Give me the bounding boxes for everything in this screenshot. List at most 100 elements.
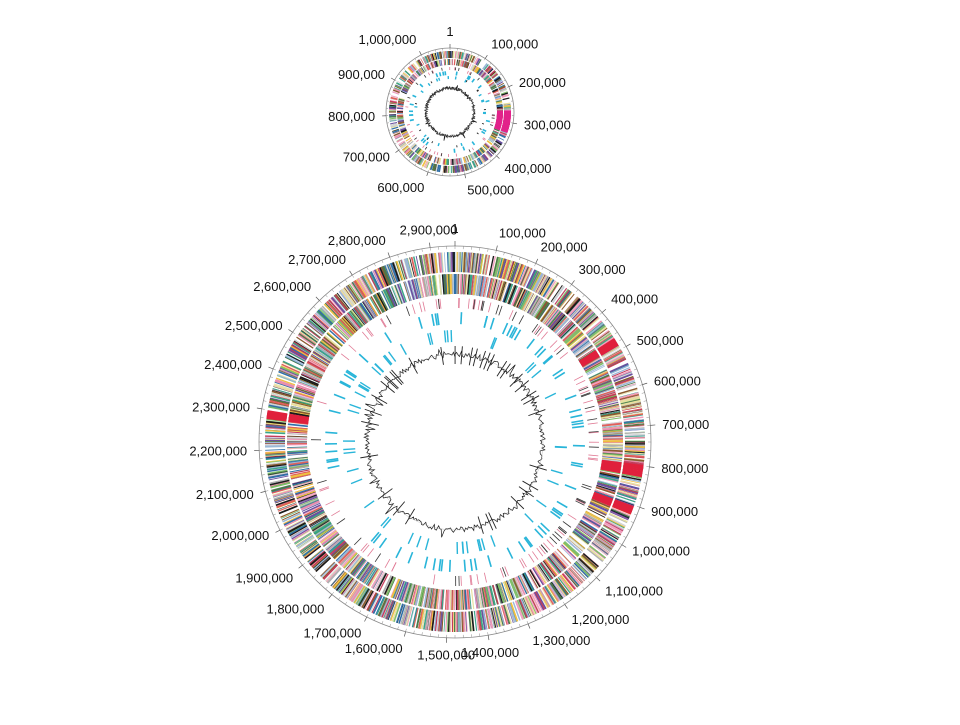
feature-mark xyxy=(351,479,362,483)
feature-mark xyxy=(408,552,412,563)
scale-minor-tick xyxy=(414,631,415,634)
scale-minor-tick xyxy=(563,602,565,604)
scale-minor-tick xyxy=(284,346,287,347)
feature-mark xyxy=(419,317,422,329)
scale-major-tick xyxy=(602,309,606,312)
scale-minor-tick xyxy=(374,263,375,266)
scale-minor-tick xyxy=(414,250,415,253)
feature-mark xyxy=(444,159,445,165)
position-label: 500,000 xyxy=(467,183,514,198)
feature-mark xyxy=(490,318,494,329)
feature-mark xyxy=(529,554,534,562)
position-label: 500,000 xyxy=(637,333,684,348)
feature-mark xyxy=(544,356,553,364)
scale-minor-tick xyxy=(600,313,602,315)
scale-minor-tick xyxy=(367,267,368,270)
scale-minor-tick xyxy=(308,570,310,572)
feature-mark xyxy=(419,130,421,131)
feature-mark xyxy=(438,143,439,146)
feature-mark xyxy=(398,104,404,105)
feature-mark xyxy=(479,94,482,95)
scale-minor-tick xyxy=(496,250,497,253)
feature-mark xyxy=(572,423,584,425)
feature-mark xyxy=(325,451,337,452)
scale-major-tick xyxy=(528,624,530,629)
feature-mark xyxy=(419,302,421,312)
scale-minor-tick xyxy=(496,631,497,634)
position-label: 800,000 xyxy=(328,109,375,124)
feature-mark xyxy=(587,419,597,421)
feature-mark xyxy=(468,299,469,309)
position-label: 1,600,000 xyxy=(345,641,403,656)
scale-minor-tick xyxy=(527,621,528,624)
feature-mark xyxy=(317,480,327,483)
scale-minor-tick xyxy=(421,55,422,57)
feature-mark xyxy=(574,376,583,381)
scale-minor-tick xyxy=(406,629,407,632)
feature-mark xyxy=(477,78,479,80)
feature-mark xyxy=(445,330,446,342)
feature-mark xyxy=(383,356,391,365)
scale-minor-tick xyxy=(504,143,506,144)
scale-minor-tick xyxy=(332,592,334,594)
feature-mark xyxy=(436,299,437,309)
feature-mark xyxy=(463,542,464,554)
feature-mark xyxy=(465,80,466,83)
scale-minor-tick xyxy=(399,74,401,75)
feature-mark xyxy=(625,432,645,433)
feature-mark xyxy=(480,128,482,129)
feature-mark xyxy=(484,316,487,328)
scale-minor-tick xyxy=(391,137,393,138)
feature-mark xyxy=(407,124,410,125)
scale-minor-tick xyxy=(288,543,291,545)
feature-mark xyxy=(571,465,583,467)
scale-minor-tick xyxy=(338,597,340,599)
feature-mark xyxy=(392,562,396,571)
feature-mark xyxy=(439,275,441,295)
scale-minor-tick xyxy=(507,137,509,138)
feature-mark xyxy=(432,141,433,143)
scale-minor-tick xyxy=(556,275,558,278)
scale-minor-tick xyxy=(406,252,407,255)
feature-mark xyxy=(329,410,341,413)
feature-mark xyxy=(325,432,337,433)
feature-mark xyxy=(454,159,455,165)
feature-mark xyxy=(563,521,571,527)
feature-mark xyxy=(467,71,468,74)
scale-major-tick xyxy=(509,85,513,87)
position-label: 900,000 xyxy=(651,504,698,519)
feature-mark xyxy=(530,465,547,470)
feature-mark xyxy=(428,73,429,76)
scale-minor-tick xyxy=(619,543,622,545)
feature-mark xyxy=(433,558,435,570)
feature-mark xyxy=(408,533,413,544)
feature-mark xyxy=(490,125,493,126)
scale-major-tick xyxy=(536,259,538,264)
scale-minor-tick xyxy=(594,576,596,578)
scale-minor-tick xyxy=(268,499,271,500)
feature-mark xyxy=(543,356,552,364)
large_map-cds-reverse-ring xyxy=(287,274,623,610)
position-label: 700,000 xyxy=(662,417,709,432)
small_map-rrna-track xyxy=(409,71,490,152)
scale-major-tick xyxy=(497,156,500,159)
scale-major-tick xyxy=(395,150,398,152)
scale-minor-tick xyxy=(500,149,502,150)
scale-minor-tick xyxy=(270,377,273,378)
scale-minor-tick xyxy=(583,295,585,297)
feature-mark xyxy=(477,133,479,134)
position-label: 1,200,000 xyxy=(571,612,629,627)
feature-mark xyxy=(416,140,418,142)
feature-mark xyxy=(441,153,442,156)
feature-mark xyxy=(410,104,414,105)
large_map-repeat-track xyxy=(360,346,546,534)
feature-mark xyxy=(456,72,457,76)
feature-mark xyxy=(349,345,356,352)
scale-major-tick xyxy=(622,545,626,548)
scale-minor-tick xyxy=(263,401,266,402)
position-label: 2,800,000 xyxy=(328,233,386,248)
scale-minor-tick xyxy=(627,529,630,530)
scale-minor-tick xyxy=(507,87,509,88)
